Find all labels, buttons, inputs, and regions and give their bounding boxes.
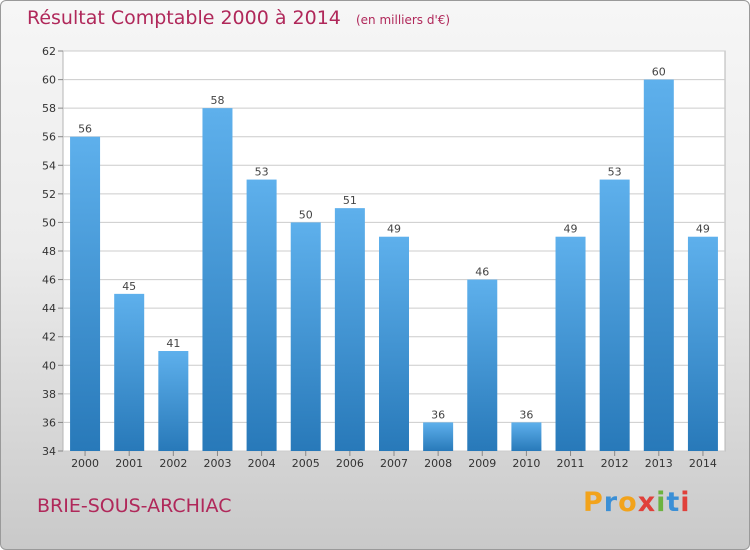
commune-name: BRIE-SOUS-ARCHIAC	[37, 495, 232, 517]
y-tick-label: 50	[42, 216, 56, 229]
x-tick-label: 2008	[424, 457, 452, 470]
y-tick-label: 34	[42, 445, 56, 458]
x-tick-label: 2003	[203, 457, 231, 470]
x-tick-label: 2009	[468, 457, 496, 470]
x-tick-label: 2004	[248, 457, 276, 470]
bar	[599, 179, 630, 452]
bar-value-label: 51	[343, 194, 357, 207]
y-tick-label: 44	[42, 302, 56, 315]
bar	[555, 236, 586, 451]
brand-logo: Proxiti	[583, 487, 691, 518]
x-tick-label: 2014	[689, 457, 717, 470]
y-tick-label: 46	[42, 274, 56, 287]
bar-value-label: 53	[608, 166, 622, 179]
bar-value-label: 60	[652, 66, 666, 79]
x-tick-label: 2001	[115, 457, 143, 470]
bar-value-label: 45	[122, 280, 136, 293]
bar	[246, 179, 277, 452]
x-tick-label: 2000	[71, 457, 99, 470]
y-tick-label: 58	[42, 102, 56, 115]
x-tick-label: 2007	[380, 457, 408, 470]
y-tick-label: 48	[42, 245, 56, 258]
bar	[467, 279, 498, 451]
bar	[202, 108, 233, 452]
bar-value-label: 56	[78, 123, 92, 136]
x-tick-label: 2005	[292, 457, 320, 470]
bar	[70, 136, 101, 451]
x-tick-label: 2013	[645, 457, 673, 470]
y-tick-label: 38	[42, 388, 56, 401]
y-tick-label: 56	[42, 131, 56, 144]
bar	[687, 236, 718, 451]
bar	[643, 79, 674, 452]
title-row: Résultat Comptable 2000 à 2014 (en milli…	[27, 7, 450, 29]
y-tick-label: 52	[42, 188, 56, 201]
chart-subtitle: (en milliers d'€)	[355, 13, 451, 27]
bar-value-label: 41	[166, 337, 180, 350]
y-tick-label: 54	[42, 159, 56, 172]
bar-value-label: 58	[210, 94, 224, 107]
y-axis-ticks: 34 36 38 40 42 44 46 48 50 52 54 56 58 60 62	[42, 45, 63, 458]
bar	[158, 351, 189, 451]
x-tick-label: 2012	[601, 457, 629, 470]
bar-value-label: 46	[475, 266, 489, 279]
bar	[511, 422, 542, 451]
bar	[290, 222, 321, 451]
chart-title: Résultat Comptable 2000 à 2014	[27, 7, 341, 29]
x-tick-label: 2011	[557, 457, 585, 470]
bars: 56 45 41 58 53 50 51 49 36 46 36 49 53 60 49	[70, 66, 718, 452]
x-tick-label: 2002	[159, 457, 187, 470]
y-tick-label: 42	[42, 331, 56, 344]
x-tick-label: 2010	[512, 457, 540, 470]
bar-value-label: 36	[519, 408, 533, 421]
bar	[334, 208, 365, 451]
bar-value-label: 49	[696, 223, 710, 236]
bar-value-label: 49	[387, 223, 401, 236]
x-axis-ticks: 2000 2001 2002 2003 2004 2005 2006 2007 2008 2009…	[71, 451, 717, 470]
bar	[379, 236, 409, 451]
y-tick-label: 60	[42, 74, 56, 87]
bar-value-label: 36	[431, 408, 445, 421]
x-tick-label: 2006	[336, 457, 364, 470]
bar-value-label: 50	[299, 208, 313, 221]
y-tick-label: 36	[42, 416, 56, 429]
bar-value-label: 49	[564, 223, 578, 236]
y-tick-label: 40	[42, 359, 56, 372]
bar	[423, 422, 454, 451]
bar	[114, 293, 145, 451]
y-tick-label: 62	[42, 45, 56, 58]
bar-value-label: 53	[255, 166, 269, 179]
